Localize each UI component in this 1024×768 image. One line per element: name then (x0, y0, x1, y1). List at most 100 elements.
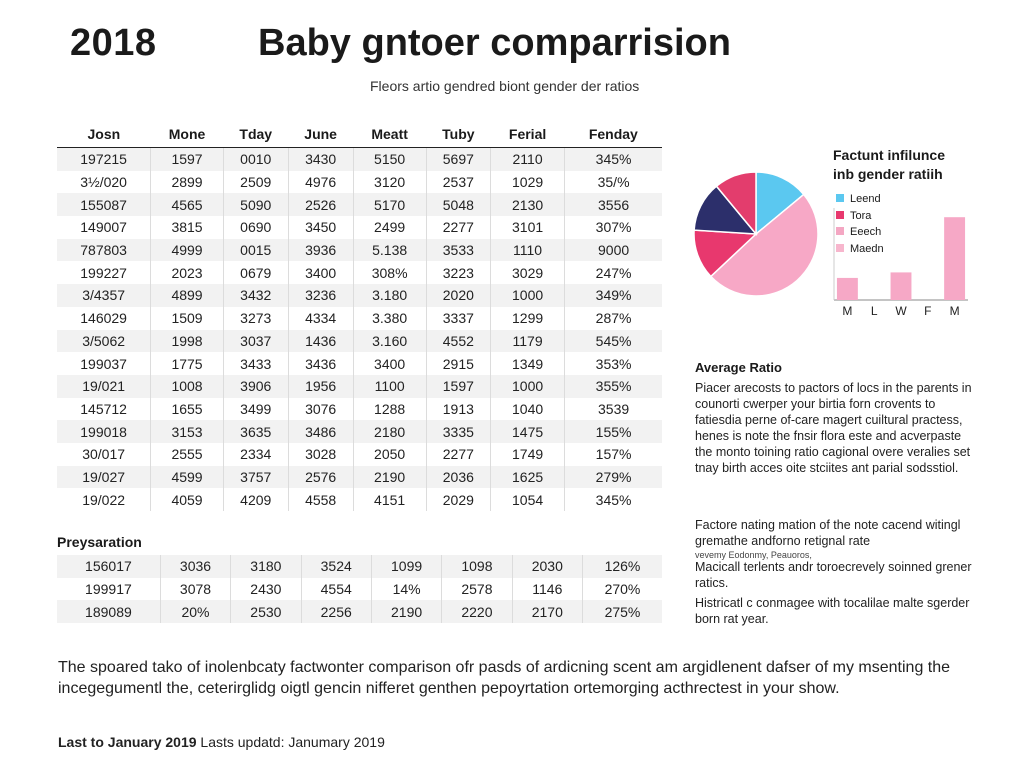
table-cell: 308% (353, 261, 427, 285)
table-cell: 3/5062 (57, 329, 152, 353)
average-ratio-text: Piacer arecosts to pactors of locs in th… (695, 381, 972, 475)
table-cell: 2030 (512, 555, 583, 578)
table-row: 199037 1775 3433 3436 3400 2915 1349 353% (57, 352, 662, 375)
table-cell: 4151 (353, 488, 427, 511)
legend-item: Leend (836, 191, 884, 208)
table-cell: 2578 (441, 577, 513, 601)
table-cell: 4976 (288, 170, 354, 194)
table-cell: 3635 (223, 420, 289, 443)
table-cell: 345% (564, 488, 662, 511)
table-cell: 199917 (57, 577, 161, 601)
table-row: 199917 3078 2430 4554 14% 2578 1146 270% (57, 577, 662, 601)
table-cell: 126% (582, 555, 662, 578)
table-cell: 1098 (441, 555, 513, 578)
table-cell: 3432 (223, 284, 289, 307)
table-cell: 2220 (441, 600, 513, 624)
table-row: 3½/020 2899 2509 4976 3120 2537 1029 35/% (57, 170, 662, 194)
table-cell: 1299 (490, 306, 566, 330)
table-cell: 2190 (371, 600, 443, 624)
table-cell: 1000 (490, 284, 566, 307)
table-cell: 2530 (230, 600, 302, 624)
bar (890, 272, 912, 300)
table-cell: 2256 (301, 600, 372, 624)
table-cell: 3486 (288, 420, 354, 443)
table-cell: 5048 (426, 193, 492, 217)
table-cell: 2899 (150, 170, 224, 194)
table-row: 156017 3036 3180 3524 1099 1098 2030 126% (57, 555, 662, 578)
legend-swatch (836, 194, 844, 202)
pie-chart (693, 171, 819, 297)
table-cell: 2334 (223, 442, 289, 466)
table-cell: 3936 (288, 238, 354, 262)
bar-category-label: F (924, 304, 931, 318)
column-header: June (288, 121, 354, 148)
table-cell: 1597 (426, 374, 492, 398)
table-cell: 355% (564, 374, 662, 398)
table-cell: 3335 (426, 420, 492, 443)
table-cell: 3036 (160, 555, 232, 578)
table-cell: 199037 (57, 352, 152, 375)
page-subtitle: Fleors artio gendred biont gender der ra… (370, 78, 640, 94)
table-cell: 3533 (426, 238, 492, 262)
table-cell: 5150 (353, 147, 427, 171)
table-row: 3/5062 1998 3037 1436 3.160 4552 1179 545% (57, 329, 662, 353)
table-cell: 2029 (426, 488, 492, 511)
last-updated-rest: Lasts updatd: Janumary 2019 (200, 734, 385, 750)
legend-swatch (836, 227, 844, 235)
table-cell: 4599 (150, 465, 224, 489)
table-cell: 1913 (426, 397, 492, 421)
table-row: 787803 4999 0015 3936 5.138 3533 1110 9000 (57, 238, 662, 262)
table-cell: 20% (160, 600, 232, 624)
table-cell: 4059 (150, 488, 224, 511)
table-cell: 2526 (288, 193, 354, 217)
last-updated-bold: Last to January 2019 (58, 734, 197, 750)
factors-text-continued: Macicall terlents andr toroecrevely soin… (695, 560, 972, 590)
table-cell: 1146 (512, 577, 583, 601)
table-cell: 0679 (223, 261, 289, 285)
table-cell: 3120 (353, 170, 427, 194)
legend-label: Tora (850, 209, 872, 222)
footer-paragraph: The spoared tako of inolenbcaty factwont… (58, 659, 951, 697)
table-cell: 1998 (150, 329, 224, 353)
table-cell: 4558 (288, 488, 354, 511)
table-cell: 2277 (426, 216, 492, 239)
table-row: 189089 20% 2530 2256 2190 2220 2170 275% (57, 600, 662, 624)
table-cell: 1054 (490, 488, 566, 511)
table-cell: 3/4357 (57, 284, 152, 307)
bar-category-label: L (871, 304, 878, 318)
table-cell: 3236 (288, 284, 354, 307)
table-cell: 3223 (426, 261, 492, 285)
table-cell: 1475 (490, 420, 566, 443)
chart-legend: Leend Tora Eeech Maedn (836, 191, 884, 257)
table-cell: 2537 (426, 170, 492, 194)
table-cell: 275% (582, 600, 662, 624)
table-cell: 157% (564, 442, 662, 466)
table-cell: 2023 (150, 261, 224, 285)
table-cell: 2555 (150, 442, 224, 466)
chart-title-line-1: Factunt infilunce (833, 147, 945, 163)
table-cell: 3499 (223, 397, 289, 421)
table-cell: 4334 (288, 306, 354, 330)
table-cell: 2110 (490, 147, 566, 171)
legend-item: Eeech (836, 224, 884, 241)
pie-slice (755, 171, 805, 236)
table-cell: 0690 (223, 216, 289, 239)
table-cell: 2020 (426, 284, 492, 307)
table-cell: 1099 (371, 555, 443, 578)
table-cell: 2277 (426, 442, 492, 466)
table-cell: 3029 (490, 261, 566, 285)
legend-swatch (836, 243, 844, 252)
table-cell: 279% (564, 465, 662, 489)
column-header: Tday (223, 121, 289, 148)
chart-title: Factunt infilunce inb gender ratiih (833, 146, 945, 184)
table-cell: 1040 (490, 397, 566, 421)
table-cell: 155% (564, 420, 662, 443)
legend-item: Tora (836, 208, 884, 225)
legend-label: Eeech (850, 226, 882, 238)
table-cell: 1100 (353, 374, 427, 398)
table-cell: 5697 (426, 147, 492, 171)
table-cell: 3153 (150, 420, 224, 443)
table-cell: 1655 (150, 397, 224, 421)
table-cell: 5.138 (353, 238, 427, 262)
